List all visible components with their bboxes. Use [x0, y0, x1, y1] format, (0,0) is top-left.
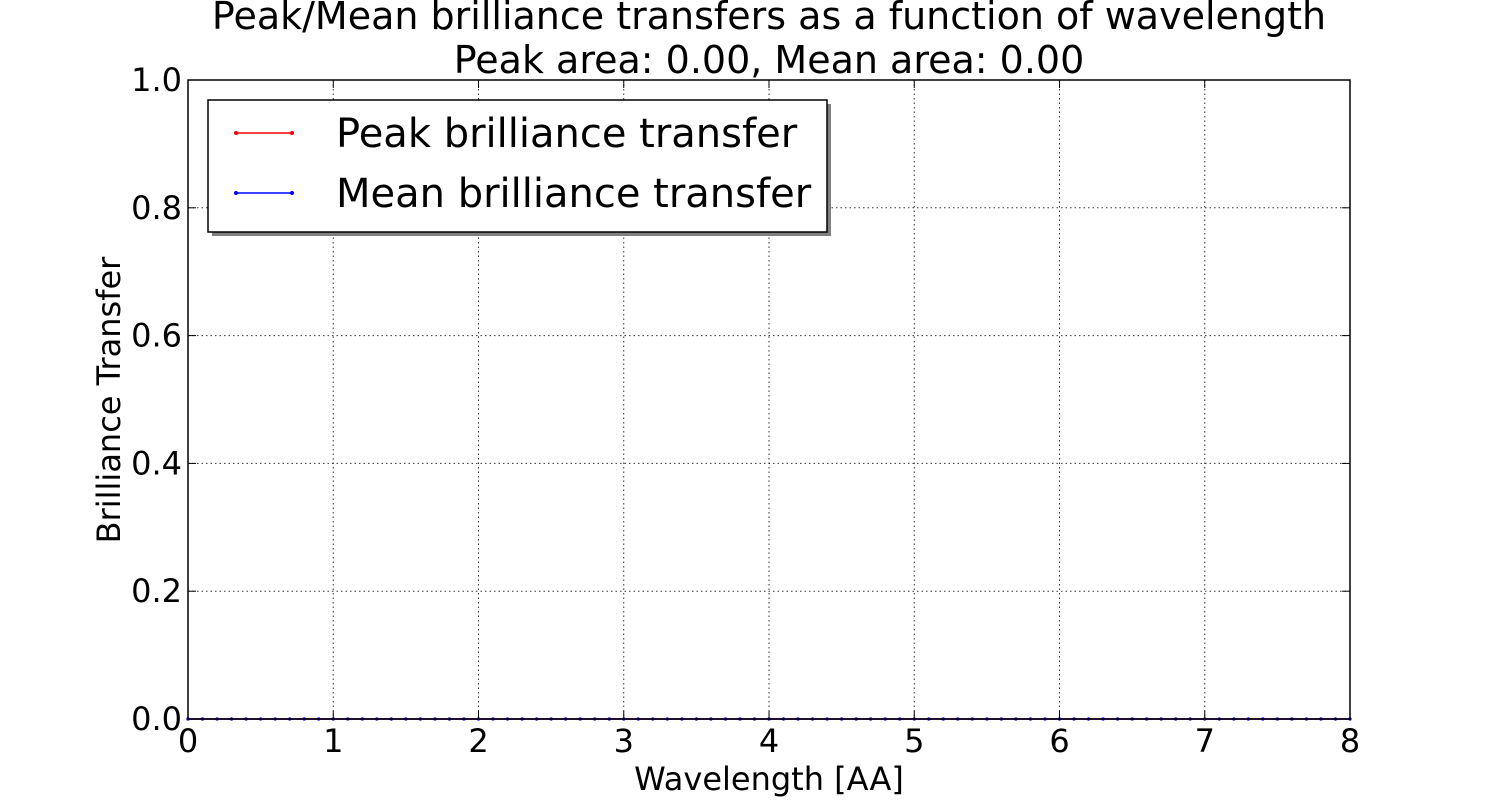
legend-item: Peak brilliance transfer: [234, 111, 798, 157]
chart-title: Peak/Mean brilliance transfers as a func…: [212, 0, 1326, 38]
y-tick-label: 0.8: [131, 189, 182, 227]
legend-marker: [234, 131, 238, 135]
y-tick-label: 0.0: [131, 700, 182, 738]
y-axis-label: Brilliance Transfer: [90, 256, 128, 544]
y-tick-label: 1.0: [131, 61, 182, 99]
legend-marker: [290, 191, 294, 195]
x-tick-label: 2: [468, 722, 488, 760]
axis-ticks: 0 1 2 3 4 5 6 7 8 0.0 0.2 0.4 0.6 0.8 1.0: [131, 61, 1360, 760]
x-tick-label: 4: [759, 722, 779, 760]
legend-marker: [290, 131, 294, 135]
legend-item: Mean brilliance transfer: [234, 171, 812, 217]
x-tick-label: 3: [614, 722, 634, 760]
y-tick-label: 0.4: [131, 444, 182, 482]
y-tick-label: 0.6: [131, 317, 182, 355]
x-tick-label: 7: [1195, 722, 1215, 760]
legend-marker: [234, 191, 238, 195]
x-tick-label: 1: [323, 722, 343, 760]
y-tick-label: 0.2: [131, 572, 182, 610]
x-tick-label: 5: [904, 722, 924, 760]
chart-subtitle: Peak area: 0.00, Mean area: 0.00: [454, 38, 1085, 82]
x-tick-label: 0: [178, 722, 198, 760]
grid-lines: [188, 80, 1350, 719]
legend: Peak brilliance transfer Mean brilliance …: [207, 99, 831, 236]
x-tick-label: 6: [1049, 722, 1069, 760]
x-tick-label: 8: [1340, 722, 1360, 760]
x-axis-label: Wavelength [AA]: [634, 760, 904, 798]
legend-label: Mean brilliance transfer: [336, 171, 812, 217]
legend-box: [207, 99, 828, 233]
legend-label: Peak brilliance transfer: [336, 111, 798, 157]
